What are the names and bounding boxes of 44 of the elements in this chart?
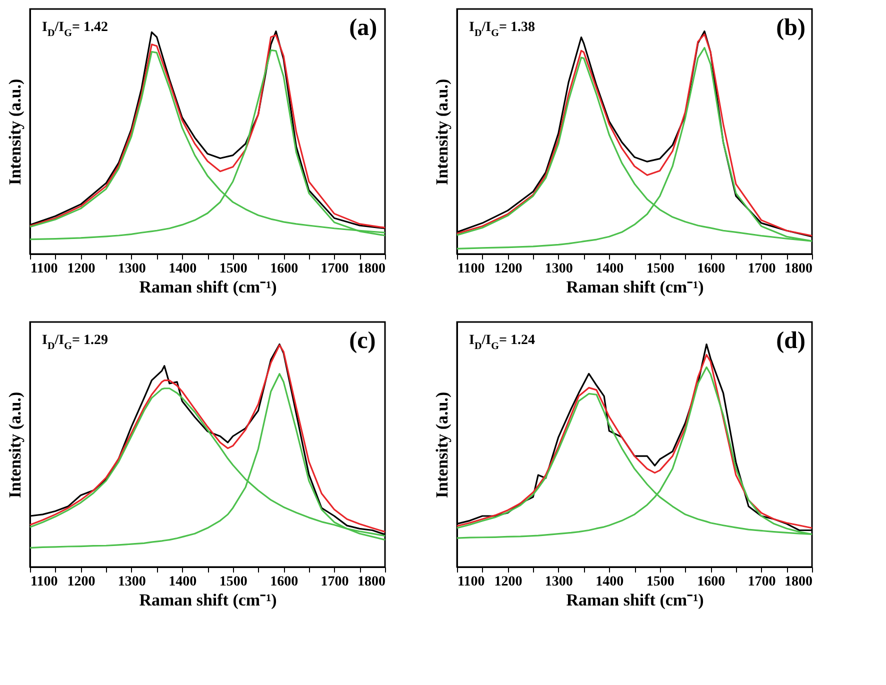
x-tick-label: 1700 [748,262,776,276]
x-tick-label: 1600 [697,574,726,590]
x-tick-label: 1700 [748,574,776,590]
annotation: (d) [776,328,806,354]
x-tick-label: 1200 [494,262,522,276]
x-tick-label: 1600 [270,262,298,276]
y-axis-title: Intensity (a.u.) [6,78,24,186]
x-tick-label: 1100 [30,574,58,590]
x-tick-label: 1800 [784,262,812,276]
x-tick-label: 1500 [646,574,674,590]
x-tick-label: 1300 [118,574,146,590]
x-tick-label: 1500 [219,574,248,590]
x-tick-label: 1300 [118,262,146,276]
x-tick-label: 1400 [596,262,624,276]
annotation: (a) [349,15,378,41]
x-axis-title: Raman shift (cm⁻¹) [139,278,277,296]
x-tick-label: 1200 [67,574,96,590]
x-tick-label: 1700 [320,574,349,590]
x-tick-label: 1200 [494,574,522,590]
annotation: (b) [776,15,806,41]
x-tick-label: 1400 [596,574,624,590]
y-axis-title: Intensity (a.u.) [432,392,452,498]
x-tick-label: 1500 [219,262,248,276]
x-axis-title: Raman shift (cm⁻¹) [566,590,704,610]
x-tick-label: 1800 [358,574,386,590]
x-tick-label: 1500 [646,262,674,276]
x-axis-title: Raman shift (cm⁻¹) [566,278,704,296]
x-tick-label: 1600 [270,574,298,590]
x-tick-label: 1600 [697,262,726,276]
x-tick-label: 1100 [30,262,58,276]
x-tick-label: 1200 [67,262,96,276]
x-tick-label: 1100 [458,574,485,590]
x-tick-label: 1300 [544,262,573,276]
x-tick-label: 1400 [168,262,197,276]
x-tick-label: 1100 [458,262,485,276]
x-axis-title: Raman shift (cm⁻¹) [139,590,277,610]
x-tick-label: 1800 [358,262,386,276]
x-tick-label: 1800 [784,574,812,590]
x-tick-label: 1400 [168,574,197,590]
annotation: (c) [349,328,376,354]
x-tick-label: 1300 [544,574,573,590]
y-axis-title: Intensity (a.u.) [6,392,24,498]
y-axis-title: Intensity (a.u.) [432,78,452,186]
x-tick-label: 1700 [320,262,349,276]
